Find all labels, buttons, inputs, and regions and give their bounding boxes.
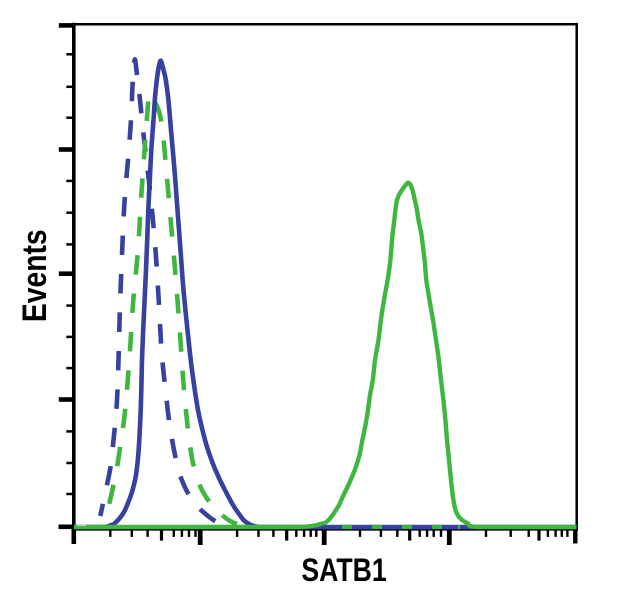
svg-text:SATB1: SATB1	[301, 553, 386, 589]
svg-text:Events: Events	[14, 229, 53, 322]
